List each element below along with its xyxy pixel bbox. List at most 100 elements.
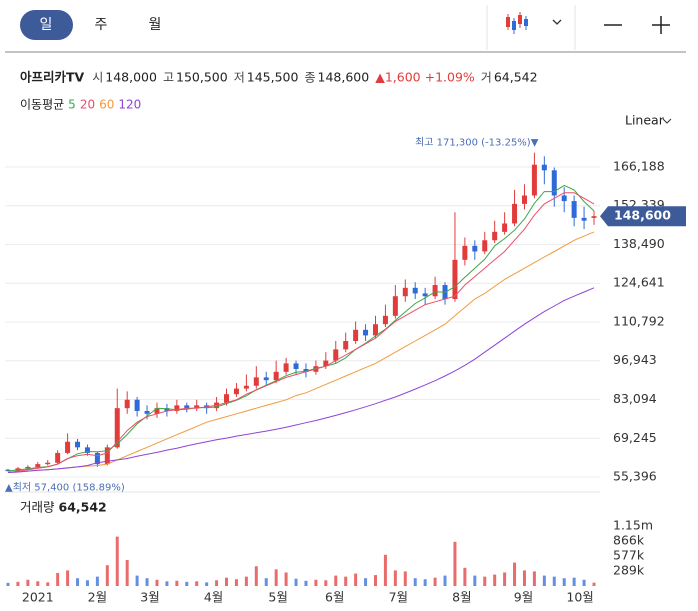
tab[interactable]: 월 <box>149 17 162 33</box>
moving-average <box>7 231 595 473</box>
volume-bar <box>453 541 457 586</box>
candle-body <box>382 315 388 325</box>
volume-bar <box>284 572 288 586</box>
candle-body <box>5 469 11 472</box>
y-tick-label: 83,094 <box>613 391 657 406</box>
volume-bar <box>373 575 377 586</box>
low-annotation: ▲최저 57,400 (158.89%) <box>5 481 125 493</box>
quote-text: 저 <box>234 71 245 85</box>
volume-bar <box>145 578 149 586</box>
dropdown-chevron[interactable] <box>552 19 562 25</box>
scale-toggle[interactable]: Linear <box>625 113 665 128</box>
volume-bar <box>6 582 10 586</box>
x-tick-label: 9월 <box>514 590 533 605</box>
volume-bar <box>314 579 318 586</box>
x-tick-label: 8월 <box>452 590 471 605</box>
volume-bar <box>344 576 348 586</box>
volume-bar <box>503 572 507 586</box>
volume-bar <box>95 576 99 586</box>
legend-entry: 120 <box>118 98 141 112</box>
volume-tick-label: 577k <box>613 547 645 562</box>
candle-body <box>402 287 408 297</box>
volume-bar <box>443 575 447 586</box>
quote-text: 150,500 <box>176 70 228 85</box>
y-tick-label: 138,490 <box>613 236 665 251</box>
candle-body <box>363 329 369 336</box>
scale-chevron[interactable] <box>662 118 672 124</box>
volume-bar <box>175 580 179 586</box>
candle-body <box>412 287 418 294</box>
volume-bar <box>304 580 308 586</box>
volume-bar <box>513 562 517 586</box>
candle-body <box>134 399 140 411</box>
volume-bar <box>244 576 248 586</box>
moving-average <box>7 287 595 473</box>
candle-body <box>65 441 71 453</box>
volume-bar <box>522 570 526 586</box>
volume-bar <box>36 581 40 586</box>
candle-body <box>303 368 309 372</box>
x-tick-label: 6월 <box>325 590 344 605</box>
quote-text: 145,500 <box>247 70 299 85</box>
volume-bar <box>433 577 437 586</box>
y-tick-label: 69,245 <box>613 430 657 445</box>
tab[interactable]: 일 <box>40 17 53 33</box>
volume-bar <box>463 567 467 586</box>
candle-body <box>243 385 249 389</box>
volume-tick-label: 866k <box>613 532 645 547</box>
tab[interactable]: 주 <box>95 17 108 33</box>
x-tick-label: 4월 <box>204 590 223 605</box>
volume-bar <box>542 575 546 586</box>
x-tick-label: 3월 <box>140 590 159 605</box>
candle-body <box>124 399 130 409</box>
candle-body <box>84 447 90 453</box>
candle-body <box>253 377 259 386</box>
volume-bar <box>582 579 586 586</box>
x-tick-label: 10월 <box>566 590 593 605</box>
quote-text: +1.09% <box>425 70 475 85</box>
volume-bar <box>294 578 298 586</box>
tab-active-bg[interactable] <box>20 10 73 40</box>
candle-body <box>372 324 378 336</box>
y-tick-label: 96,943 <box>613 352 657 367</box>
x-tick-label: 2021 <box>22 590 54 605</box>
candle-body <box>94 452 100 465</box>
volume-bar <box>76 578 80 586</box>
volume-bar <box>324 580 328 586</box>
candle-body <box>472 245 478 252</box>
volume-bar <box>552 576 556 586</box>
volume-bar <box>334 575 338 586</box>
volume-bar <box>16 581 20 586</box>
candle-body <box>512 203 518 224</box>
quote-text: 64,542 <box>494 70 538 85</box>
volume-bar <box>26 579 30 586</box>
candle-body <box>25 466 31 469</box>
candle-body <box>422 293 428 297</box>
candle-body <box>164 408 170 411</box>
volume-bar <box>195 581 199 586</box>
candle-body <box>571 201 577 218</box>
moving-average <box>7 192 595 473</box>
volume-bar <box>473 575 477 586</box>
candle-body <box>154 408 160 414</box>
zoom-in[interactable] <box>652 16 670 34</box>
y-tick-label: 124,641 <box>613 275 665 290</box>
legend-entry: 5 <box>68 98 76 112</box>
volume-bar <box>205 582 209 586</box>
chart-type-icon[interactable] <box>506 12 528 34</box>
volume-bar <box>105 565 109 586</box>
candle-body <box>114 408 120 448</box>
legend-title: 이동평균 <box>20 98 64 112</box>
volume-bar <box>592 582 596 586</box>
candle-body <box>591 216 597 218</box>
volume-bar <box>125 560 129 586</box>
x-tick-label: 2월 <box>88 590 107 605</box>
candle-body <box>104 447 110 465</box>
volume-bar <box>413 578 417 586</box>
candle-body <box>482 240 488 252</box>
candle-body <box>55 452 61 463</box>
volume-bar <box>185 581 189 586</box>
volume-caption: 64,542 <box>59 500 107 515</box>
volume-bar <box>56 573 60 586</box>
